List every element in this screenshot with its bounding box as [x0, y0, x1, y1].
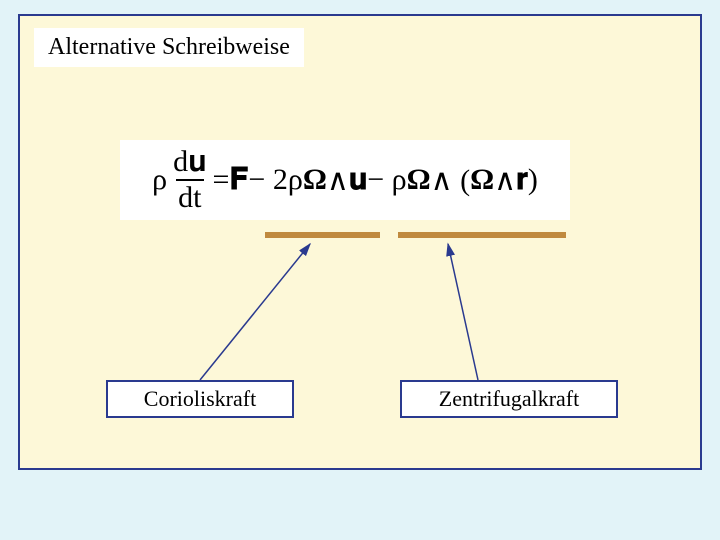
eq-part: Ω	[303, 163, 327, 197]
eq-part: ∧	[327, 163, 349, 198]
slide-canvas: Alternative Schreibweiseρd𝐮dt = 𝐅 − 2ρΩ …	[0, 0, 720, 540]
equation-box: ρd𝐮dt = 𝐅 − 2ρΩ ∧ 𝐮 − ρΩ ∧ (Ω ∧ 𝐫)	[120, 140, 570, 220]
equation: ρd𝐮dt = 𝐅 − 2ρΩ ∧ 𝐮 − ρΩ ∧ (Ω ∧ 𝐫)	[152, 147, 538, 213]
label-zentrifugal: Zentrifugalkraft	[400, 380, 618, 418]
eq-part: 𝐫	[516, 163, 528, 197]
label-coriolis: Corioliskraft	[106, 380, 294, 418]
eq-part: Ω	[407, 163, 431, 197]
eq-part: ρ	[152, 163, 167, 197]
eq-part: Ω	[470, 163, 494, 197]
title: Alternative Schreibweise	[34, 28, 304, 67]
eq-frac-num: d𝐮	[171, 147, 208, 179]
term-underline-0	[265, 232, 380, 238]
term-underline-1	[398, 232, 566, 238]
eq-fraction: d𝐮dt	[171, 147, 208, 213]
eq-part: ∧	[494, 163, 516, 198]
eq-part: =	[213, 163, 230, 197]
eq-part: − 2ρ	[248, 163, 302, 197]
eq-part: 𝐮	[349, 163, 367, 197]
eq-frac-den: dt	[176, 179, 203, 213]
eq-part: ∧ (	[431, 163, 470, 198]
eq-part: 𝐅	[229, 163, 248, 197]
eq-part: − ρ	[367, 163, 406, 197]
eq-part: )	[528, 163, 538, 197]
